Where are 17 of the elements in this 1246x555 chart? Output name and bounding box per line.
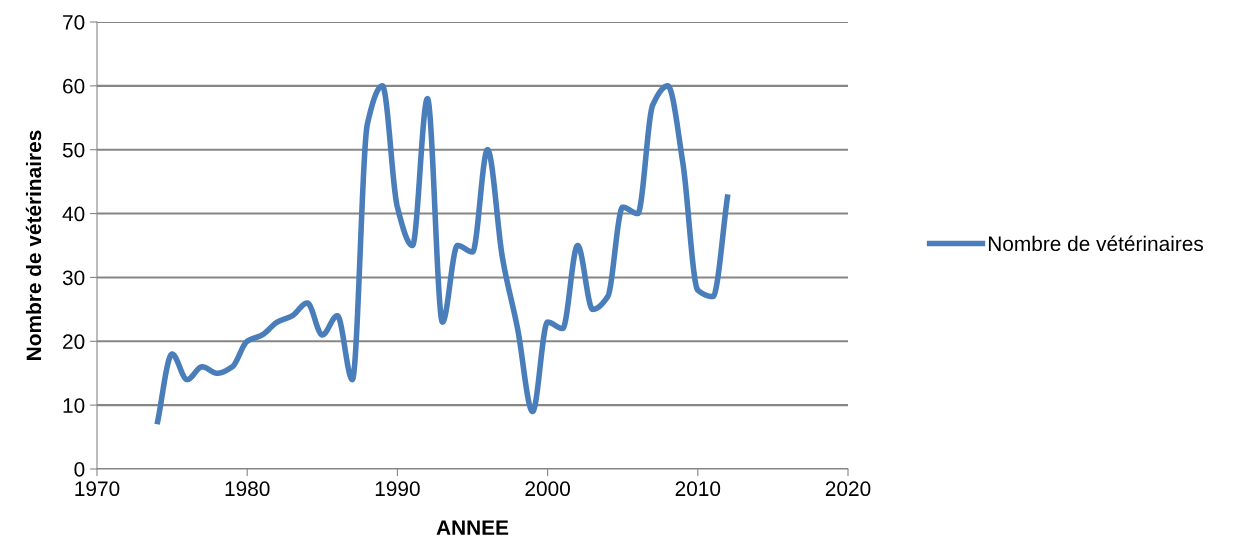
y-tick-label: 50 <box>62 142 85 158</box>
y-tick-label: 0 <box>74 462 85 477</box>
x-tick-label: 1990 <box>375 481 420 497</box>
y-tick-label: 30 <box>62 270 85 286</box>
x-tick-label: 1970 <box>75 481 120 497</box>
x-tick-label: 1980 <box>225 481 270 497</box>
x-tick-label: 2020 <box>825 481 871 497</box>
y-tick-label: 70 <box>63 15 85 30</box>
y-tick-label: 40 <box>62 206 85 222</box>
x-tick-label: 2000 <box>525 481 570 497</box>
y-tick-label: 20 <box>63 334 85 350</box>
y-axis-title: Nombre de vétérinaires <box>25 130 42 360</box>
x-axis-title: ANNEE <box>436 520 509 535</box>
y-tick-label: 60 <box>63 78 85 94</box>
y-tick-label: 10 <box>63 398 85 413</box>
legend-label: Nombre de vétérinaires <box>988 235 1204 252</box>
x-tick-label: 2010 <box>675 481 721 497</box>
